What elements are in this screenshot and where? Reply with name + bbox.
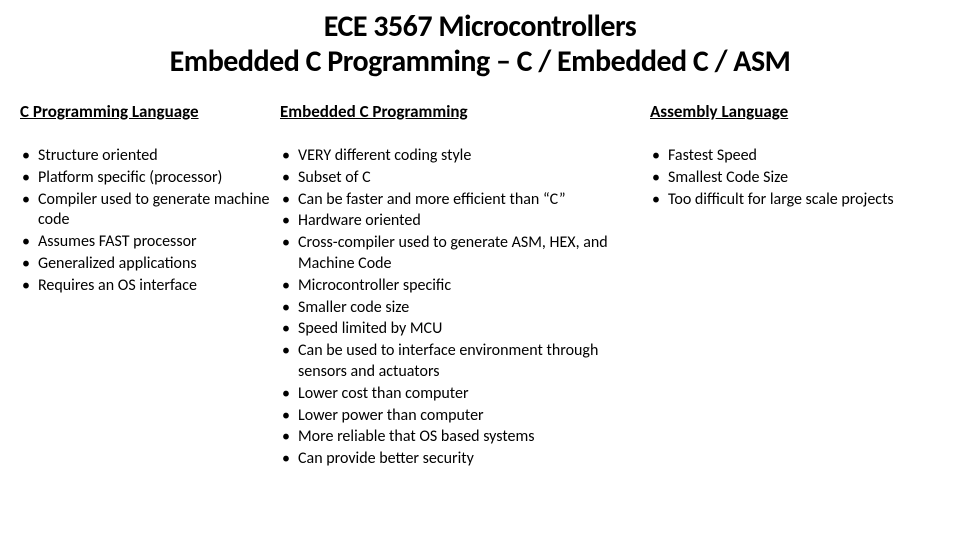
column-c-language: C Programming Language Structure oriente… (20, 101, 270, 471)
list-item: Generalized applications (20, 254, 270, 275)
list-item: Can provide better security (280, 449, 640, 470)
title-line-2: Embedded C Programming – C / Embedded C … (20, 45, 940, 80)
list-item: Smallest Code Size (650, 168, 940, 189)
bullet-list-c: Structure oriented Platform specific (pr… (20, 146, 270, 298)
list-item: Subset of C (280, 168, 640, 189)
list-item: Structure oriented (20, 146, 270, 167)
list-item: Speed limited by MCU (280, 319, 640, 340)
list-item: Can be faster and more efficient than “C… (280, 190, 640, 211)
list-item: More reliable that OS based systems (280, 427, 640, 448)
list-item: Microcontroller specific (280, 276, 640, 297)
column-heading: Embedded C Programming (280, 101, 640, 122)
column-heading: C Programming Language (20, 101, 270, 122)
list-item: Requires an OS interface (20, 276, 270, 297)
list-item: Platform specific (processor) (20, 168, 270, 189)
title-line-1: ECE 3567 Microcontrollers (20, 10, 940, 45)
list-item: Too difficult for large scale projects (650, 190, 940, 211)
bullet-list-embedded: VERY different coding style Subset of C … (280, 146, 640, 471)
column-embedded-c: Embedded C Programming VERY different co… (280, 101, 640, 471)
list-item: VERY different coding style (280, 146, 640, 167)
columns-row: C Programming Language Structure oriente… (20, 101, 940, 471)
slide-container: ECE 3567 Microcontrollers Embedded C Pro… (0, 0, 960, 540)
list-item: Compiler used to generate machine code (20, 190, 270, 232)
column-heading: Assembly Language (650, 101, 940, 122)
list-item: Assumes FAST processor (20, 232, 270, 253)
list-item: Lower cost than computer (280, 384, 640, 405)
list-item: Lower power than computer (280, 406, 640, 427)
list-item: Hardware oriented (280, 211, 640, 232)
list-item: Cross-compiler used to generate ASM, HEX… (280, 233, 640, 275)
list-item: Fastest Speed (650, 146, 940, 167)
list-item: Smaller code size (280, 298, 640, 319)
list-item: Can be used to interface environment thr… (280, 341, 640, 383)
column-assembly: Assembly Language Fastest Speed Smallest… (650, 101, 940, 471)
title-block: ECE 3567 Microcontrollers Embedded C Pro… (20, 10, 940, 79)
bullet-list-asm: Fastest Speed Smallest Code Size Too dif… (650, 146, 940, 211)
